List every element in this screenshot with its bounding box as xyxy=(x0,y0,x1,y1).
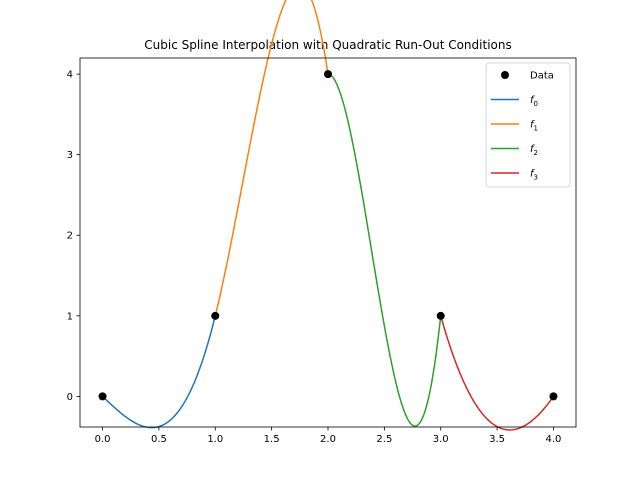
x-tick-label: 0.0 xyxy=(95,434,111,445)
legend-label-f3: f3 xyxy=(530,169,538,182)
legend-label-base: f xyxy=(530,144,535,155)
spline-segment-f1 xyxy=(214,0,329,316)
y-tick-label: 0 xyxy=(67,392,73,403)
legend-box xyxy=(485,62,571,188)
legend-label-f2: f2 xyxy=(530,144,538,157)
x-tick-label: 4.0 xyxy=(546,434,562,445)
y-tick-label: 3 xyxy=(67,150,73,161)
legend-label-base: f xyxy=(530,95,535,106)
legend-label-data: Data xyxy=(530,71,554,82)
data-point xyxy=(549,392,558,401)
chart-title: Cubic Spline Interpolation with Quadrati… xyxy=(144,38,511,52)
x-tick-label: 1.5 xyxy=(264,434,280,445)
x-tick-label: 3.5 xyxy=(489,434,505,445)
x-tick-label: 2.5 xyxy=(376,434,392,445)
x-tick-label: 1.0 xyxy=(207,434,223,445)
y-tick-label: 4 xyxy=(67,70,73,81)
data-point xyxy=(98,392,107,401)
y-tick-label: 2 xyxy=(67,231,73,242)
legend-label-subscript: 3 xyxy=(534,174,538,182)
plot-area: 0.0 0.5 1.0 1.5 2.0 2.5 3.0 3.5 4.0 0 1 2 3 4 xyxy=(67,0,562,445)
legend-label-subscript: 0 xyxy=(534,100,538,108)
data-point xyxy=(436,311,445,320)
legend-label-subscript: 1 xyxy=(534,125,538,133)
x-tick-label: 2.0 xyxy=(320,434,336,445)
y-tick-label: 1 xyxy=(67,311,73,322)
data-point xyxy=(211,311,220,320)
x-tick-label: 0.5 xyxy=(151,434,167,445)
data-point xyxy=(324,70,332,79)
x-tick-label: 3.0 xyxy=(433,434,449,445)
legend-label-f0: f0 xyxy=(530,95,538,108)
legend-marker-data xyxy=(501,71,509,79)
legend-label-subscript: 2 xyxy=(534,149,538,157)
spline-segment-f2 xyxy=(327,73,442,427)
axes-frame xyxy=(79,57,577,428)
legend-label-base: f xyxy=(530,120,535,131)
legend-label-f1: f1 xyxy=(530,120,538,133)
legend-label-base: f xyxy=(530,169,535,180)
